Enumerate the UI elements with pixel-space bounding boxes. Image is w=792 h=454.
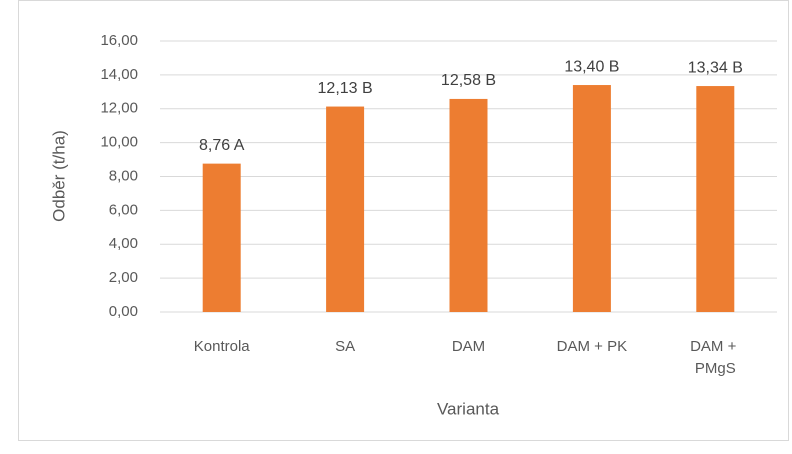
bar	[696, 86, 735, 313]
chart-border	[18, 0, 789, 441]
y-tick-label: 10,00	[100, 134, 138, 151]
data-label: 8,76 A	[199, 137, 245, 154]
y-tick-label: 2,00	[109, 269, 138, 286]
x-tick-label: DAM	[452, 338, 485, 355]
data-label: 12,13 B	[318, 80, 373, 97]
bar	[449, 98, 488, 313]
x-axis-label: Varianta	[437, 399, 500, 418]
x-tick-label: DAM + PK	[557, 338, 627, 355]
y-tick-label: 12,00	[100, 100, 138, 117]
y-axis-label: Odběr (t/ha)	[49, 130, 68, 222]
y-tick-label: 16,00	[100, 32, 138, 49]
y-tick-label: 4,00	[109, 235, 138, 252]
bar	[202, 163, 241, 312]
x-tick-label: Kontrola	[194, 338, 251, 355]
bar	[572, 85, 611, 312]
data-label: 12,58 B	[441, 72, 496, 89]
bar	[326, 106, 365, 312]
data-label: 13,34 B	[688, 59, 743, 76]
y-tick-label: 14,00	[100, 66, 138, 83]
x-tick-label: SA	[335, 338, 355, 355]
x-tick-label: DAM + PMgS	[690, 338, 740, 377]
y-tick-label: 0,00	[109, 303, 138, 320]
data-label: 13,40 B	[564, 58, 619, 75]
y-tick-label: 8,00	[109, 167, 138, 184]
y-tick-label: 6,00	[109, 201, 138, 218]
